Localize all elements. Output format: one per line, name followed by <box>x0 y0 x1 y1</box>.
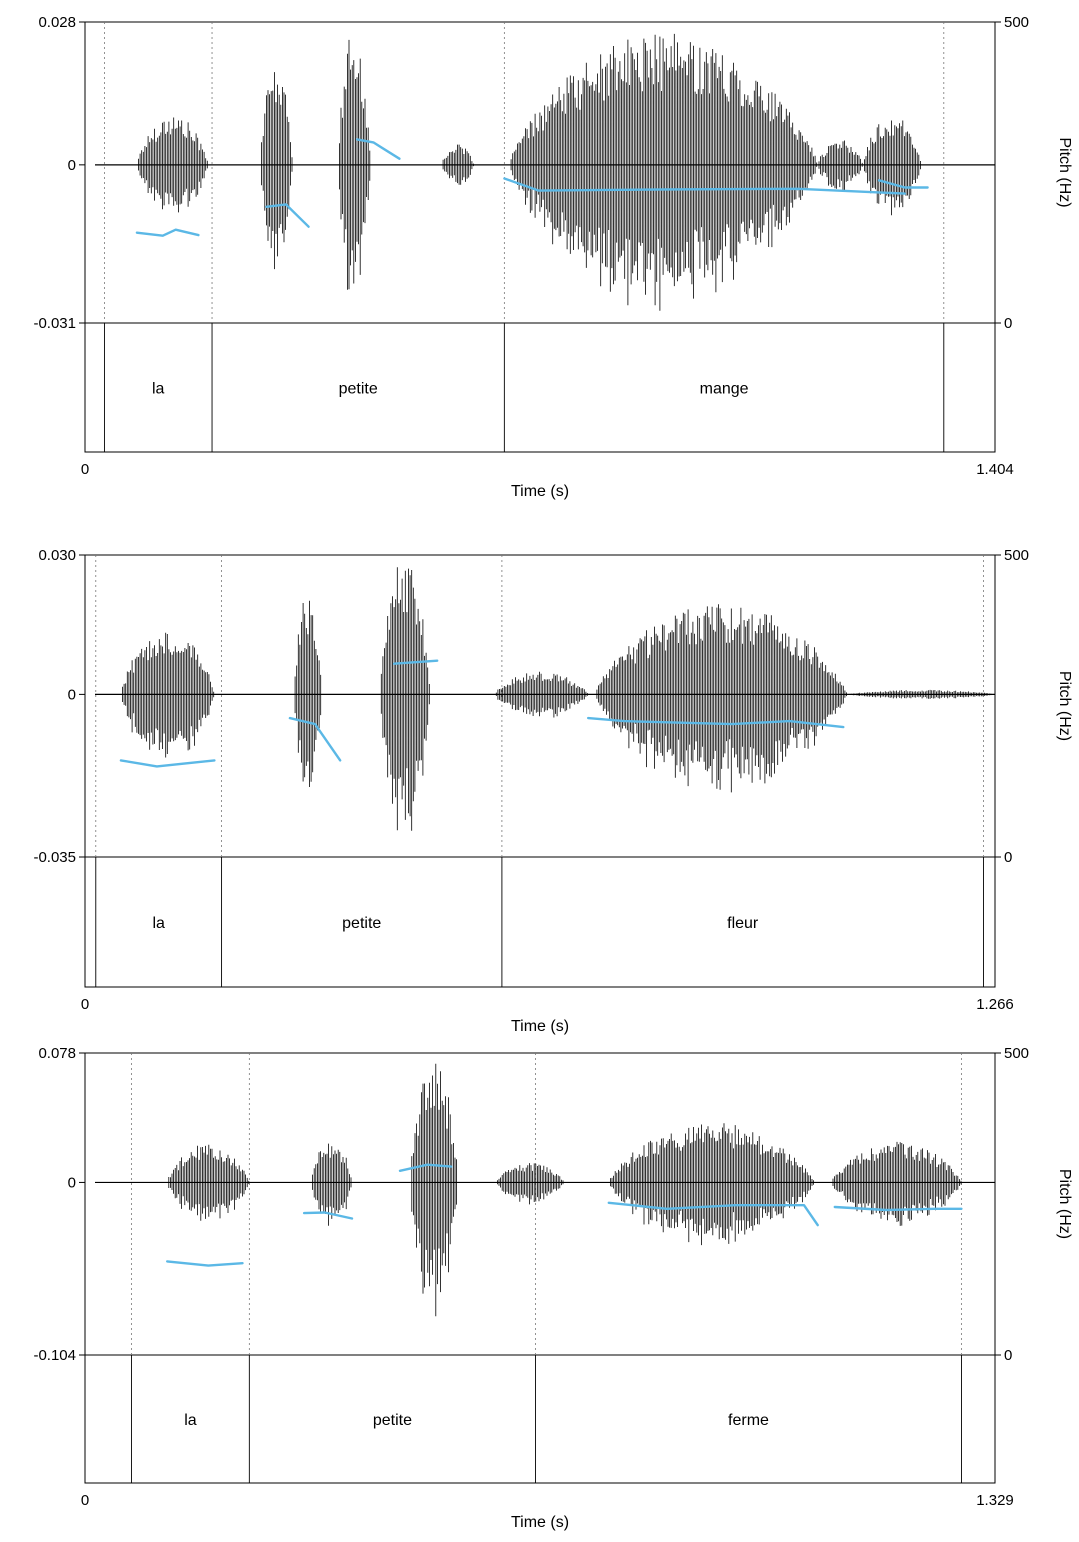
pitch-contour <box>265 203 310 228</box>
amplitude-tick-label: 0.078 <box>38 1045 76 1062</box>
x-tick-label-end: 1.404 <box>976 461 1014 478</box>
x-tick-label-start: 0 <box>81 1492 89 1509</box>
pitch-tick-label: 0 <box>1004 315 1012 332</box>
amplitude-tick-label: 0 <box>68 157 76 174</box>
pitch-contour <box>587 716 845 729</box>
pitch-tick-label: 500 <box>1004 547 1029 564</box>
x-tick-label-start: 0 <box>81 461 89 478</box>
waveform <box>168 1063 962 1317</box>
pitch-contour <box>877 179 929 189</box>
word-label: petite <box>339 381 378 398</box>
word-label: ferme <box>728 1412 769 1429</box>
waveform-segment <box>442 144 474 185</box>
word-label: fleur <box>727 915 759 932</box>
panel-la-petite-ferme: 0.078 0 -0.104 500 0 Pitch (Hz) la petite ferme 0… <box>33 1045 1073 1531</box>
pitch-contour <box>398 1163 453 1173</box>
pitch-contour <box>135 228 200 237</box>
pitch-contour <box>288 716 342 762</box>
panel-la-petite-fleur: 0.030 0 -0.035 500 0 Pitch (Hz) la petite fleur 0… <box>33 547 1073 1035</box>
amplitude-tick-label: -0.035 <box>33 849 76 866</box>
amplitude-tick-label: -0.031 <box>33 315 76 332</box>
waveform-segment <box>495 671 588 718</box>
pitch-axis-label: Pitch (Hz) <box>1056 137 1073 207</box>
pitch-tick-label: 0 <box>1004 1347 1012 1364</box>
pitch-contour <box>607 1201 819 1227</box>
word-label: la <box>152 381 165 398</box>
pitch-axis-label: Pitch (Hz) <box>1056 671 1073 741</box>
plot-frame <box>84 554 996 988</box>
x-axis-label: Time (s) <box>511 483 569 500</box>
waveform-segment <box>864 120 921 216</box>
waveform-segment <box>596 604 847 793</box>
waveform-segment <box>312 1143 352 1226</box>
waveform-segment <box>411 1063 457 1317</box>
waveform-segment <box>510 33 818 311</box>
pitch-axis-label: Pitch (Hz) <box>1056 1169 1073 1239</box>
pitch-tick-label: 500 <box>1004 1045 1029 1062</box>
pitch-contour <box>503 177 907 195</box>
waveform <box>138 33 921 311</box>
waveform-segment <box>818 140 863 192</box>
x-axis-label: Time (s) <box>511 1514 569 1531</box>
waveform-segment <box>832 1141 962 1226</box>
x-axis-label: Time (s) <box>511 1018 569 1035</box>
x-tick-label-end: 1.329 <box>976 1492 1014 1509</box>
waveform-segment <box>168 1144 250 1221</box>
pitch-contour <box>302 1211 354 1220</box>
waveform <box>122 567 995 831</box>
word-label: petite <box>342 915 381 932</box>
pitch-contour <box>119 759 216 768</box>
amplitude-tick-label: 0 <box>68 686 76 703</box>
waveform-segment <box>294 600 322 787</box>
panel-la-petite-mange: 0.028 0 -0.031 500 0 Pitch (Hz) la petite mange 0… <box>33 14 1073 500</box>
pitch-contour <box>165 1260 244 1267</box>
word-label: mange <box>700 381 749 398</box>
waveform-segment <box>497 1163 564 1205</box>
waveform-segment <box>122 632 215 758</box>
plot-frame <box>84 1052 996 1484</box>
x-tick-label-start: 0 <box>81 996 89 1013</box>
waveform-segment <box>380 567 430 831</box>
word-label: la <box>152 915 165 932</box>
waveform-segment <box>848 689 995 699</box>
waveform-segment <box>610 1123 814 1246</box>
amplitude-tick-label: 0.030 <box>38 547 76 564</box>
pitch-tick-label: 500 <box>1004 14 1029 31</box>
amplitude-tick-label: 0 <box>68 1174 76 1191</box>
pitch-contour <box>833 1205 963 1212</box>
pitch-tick-label: 0 <box>1004 849 1012 866</box>
pitch-contour <box>356 138 401 160</box>
amplitude-tick-label: -0.104 <box>33 1347 76 1364</box>
pitch-contour <box>392 659 439 665</box>
word-label: petite <box>373 1412 412 1429</box>
amplitude-tick-label: 0.028 <box>38 14 76 31</box>
word-label: la <box>184 1412 197 1429</box>
waveform-segment <box>138 117 208 213</box>
waveform-segment <box>261 72 293 270</box>
waveform-segment <box>339 39 371 290</box>
x-tick-label-end: 1.266 <box>976 996 1014 1013</box>
plot-frame <box>84 21 996 453</box>
